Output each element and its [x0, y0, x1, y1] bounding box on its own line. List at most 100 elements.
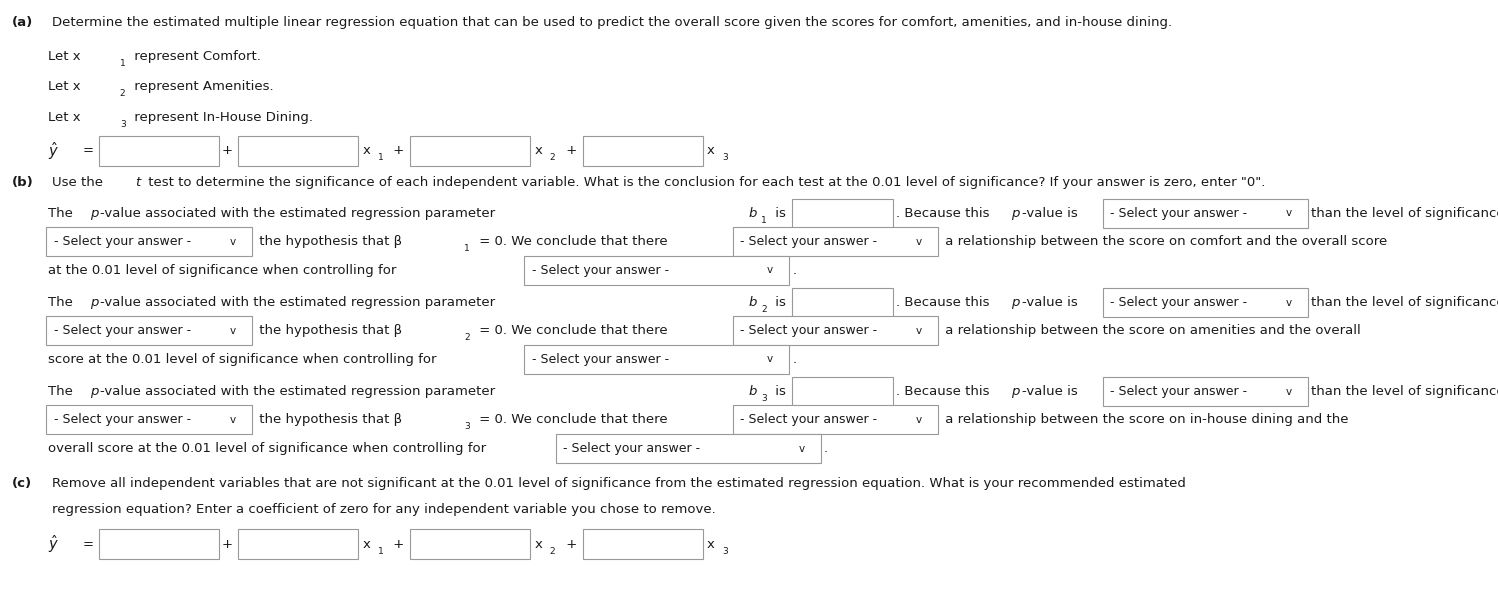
Text: - Select your answer -: - Select your answer - [740, 413, 878, 426]
Text: - Select your answer -: - Select your answer - [532, 264, 670, 277]
Text: a relationship between the score on amenities and the overall: a relationship between the score on amen… [941, 324, 1360, 337]
Text: 3: 3 [761, 394, 767, 404]
Text: +: + [389, 538, 404, 551]
FancyBboxPatch shape [524, 256, 789, 285]
Text: v: v [1285, 209, 1291, 218]
Text: is: is [771, 385, 786, 398]
Text: represent Comfort.: represent Comfort. [130, 50, 261, 63]
Text: p: p [1011, 296, 1020, 309]
Text: b: b [749, 207, 758, 220]
Text: 1: 1 [120, 59, 126, 68]
Text: v: v [1285, 298, 1291, 307]
Text: 1: 1 [377, 153, 383, 163]
Text: 2: 2 [120, 89, 126, 99]
Text: Determine the estimated multiple linear regression equation that can be used to : Determine the estimated multiple linear … [52, 16, 1173, 29]
FancyBboxPatch shape [46, 405, 252, 434]
Text: Let x: Let x [48, 111, 81, 124]
Text: b: b [749, 385, 758, 398]
Text: 1: 1 [761, 216, 767, 225]
Text: (c): (c) [12, 477, 31, 490]
FancyBboxPatch shape [524, 345, 789, 374]
FancyBboxPatch shape [792, 199, 893, 228]
Text: - Select your answer -: - Select your answer - [532, 353, 670, 366]
Text: - Select your answer -: - Select your answer - [740, 235, 878, 248]
Text: 2: 2 [464, 333, 470, 343]
Text: Remove all independent variables that are not significant at the 0.01 level of s: Remove all independent variables that ar… [52, 477, 1186, 490]
Text: p: p [90, 296, 99, 309]
Text: . Because this: . Because this [896, 296, 993, 309]
FancyBboxPatch shape [1103, 377, 1308, 406]
Text: =: = [82, 144, 93, 157]
Text: = 0. We conclude that there: = 0. We conclude that there [475, 324, 668, 337]
Text: x: x [707, 144, 715, 157]
Text: - Select your answer -: - Select your answer - [1110, 207, 1248, 220]
Text: - Select your answer -: - Select your answer - [54, 413, 192, 426]
Text: = 0. We conclude that there: = 0. We conclude that there [475, 413, 668, 426]
Text: 3: 3 [722, 153, 728, 163]
Text: . Because this: . Because this [896, 385, 993, 398]
Text: is: is [771, 296, 786, 309]
Text: =: = [82, 538, 93, 551]
Text: - Select your answer -: - Select your answer - [1110, 385, 1248, 398]
Text: $\hat{y}$: $\hat{y}$ [48, 533, 58, 555]
Text: overall score at the 0.01 level of significance when controlling for: overall score at the 0.01 level of signi… [48, 442, 485, 455]
Text: -value associated with the estimated regression parameter: -value associated with the estimated reg… [100, 207, 500, 220]
Text: x: x [363, 538, 370, 551]
FancyBboxPatch shape [410, 136, 530, 166]
Text: +: + [222, 144, 232, 157]
FancyBboxPatch shape [46, 316, 252, 345]
Text: (a): (a) [12, 16, 33, 29]
Text: The: The [48, 385, 76, 398]
FancyBboxPatch shape [99, 529, 219, 559]
Text: +: + [389, 144, 404, 157]
Text: v: v [767, 355, 773, 364]
FancyBboxPatch shape [792, 288, 893, 318]
Text: at the 0.01 level of significance when controlling for: at the 0.01 level of significance when c… [48, 264, 397, 277]
Text: 2: 2 [550, 153, 556, 163]
FancyBboxPatch shape [733, 316, 938, 345]
Text: .: . [792, 264, 797, 277]
Text: = 0. We conclude that there: = 0. We conclude that there [475, 235, 668, 248]
Text: v: v [229, 415, 235, 425]
Text: The: The [48, 296, 76, 309]
Text: 1: 1 [377, 547, 383, 556]
Text: - Select your answer -: - Select your answer - [54, 235, 192, 248]
Text: a relationship between the score on in-house dining and the: a relationship between the score on in-h… [941, 413, 1348, 426]
FancyBboxPatch shape [238, 136, 358, 166]
FancyBboxPatch shape [46, 227, 252, 256]
Text: is: is [771, 207, 786, 220]
Text: -value associated with the estimated regression parameter: -value associated with the estimated reg… [100, 296, 500, 309]
Text: p: p [1011, 385, 1020, 398]
Text: 3: 3 [464, 422, 470, 432]
Text: - Select your answer -: - Select your answer - [563, 442, 701, 455]
Text: v: v [1285, 387, 1291, 396]
FancyBboxPatch shape [733, 405, 938, 434]
Text: -value is: -value is [1022, 207, 1077, 220]
FancyBboxPatch shape [410, 529, 530, 559]
FancyBboxPatch shape [583, 529, 703, 559]
Text: x: x [707, 538, 715, 551]
Text: x: x [363, 144, 370, 157]
Text: -value associated with the estimated regression parameter: -value associated with the estimated reg… [100, 385, 500, 398]
Text: 2: 2 [761, 305, 767, 315]
Text: the hypothesis that β: the hypothesis that β [255, 324, 401, 337]
FancyBboxPatch shape [583, 136, 703, 166]
Text: represent In-House Dining.: represent In-House Dining. [130, 111, 313, 124]
Text: the hypothesis that β: the hypothesis that β [255, 413, 401, 426]
Text: represent Amenities.: represent Amenities. [130, 80, 274, 93]
Text: v: v [229, 237, 235, 246]
Text: v: v [229, 326, 235, 335]
Text: (b): (b) [12, 176, 34, 189]
Text: score at the 0.01 level of significance when controlling for: score at the 0.01 level of significance … [48, 353, 436, 366]
FancyBboxPatch shape [792, 377, 893, 407]
FancyBboxPatch shape [1103, 288, 1308, 317]
Text: v: v [798, 444, 804, 453]
Text: - Select your answer -: - Select your answer - [740, 324, 878, 337]
Text: the hypothesis that β: the hypothesis that β [255, 235, 401, 248]
Text: than the level of significance, we: than the level of significance, we [1311, 296, 1498, 309]
Text: 3: 3 [120, 120, 126, 129]
Text: p: p [90, 385, 99, 398]
Text: +: + [562, 144, 577, 157]
Text: -value is: -value is [1022, 385, 1077, 398]
Text: 3: 3 [722, 547, 728, 556]
